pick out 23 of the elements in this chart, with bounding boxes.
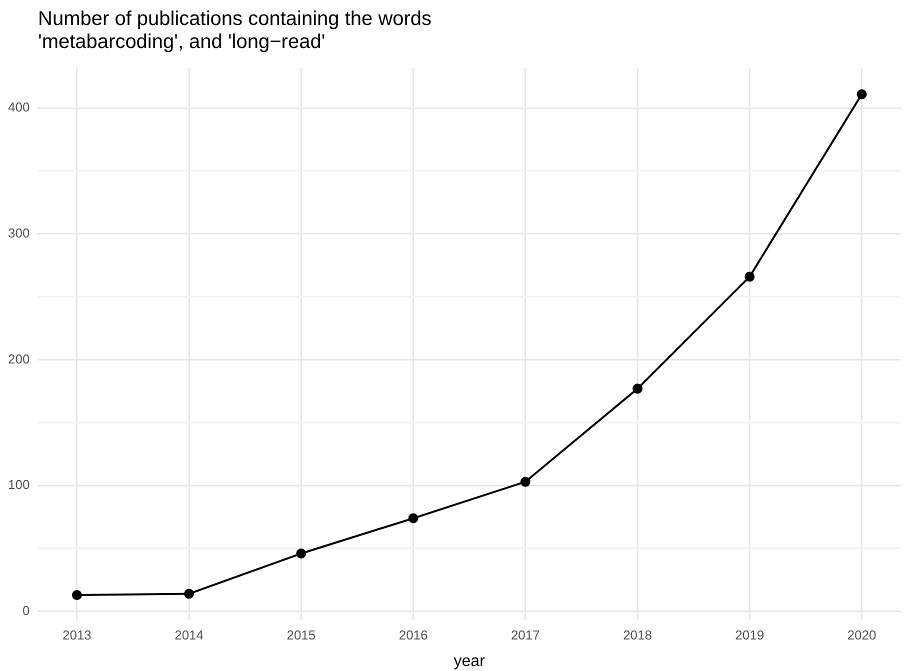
point	[408, 513, 418, 524]
y-tick-label: 400	[8, 100, 30, 115]
x-tick-label: 2015	[286, 628, 316, 643]
x-tick-label: 2014	[174, 628, 204, 643]
point	[184, 588, 194, 599]
point	[72, 590, 82, 600]
point	[632, 384, 643, 394]
y-tick-label: 200	[8, 351, 30, 366]
x-tick-label: 2016	[398, 628, 428, 643]
x-tick-label: 2020	[847, 628, 876, 643]
point	[856, 89, 867, 100]
x-tick-label: 2017	[510, 628, 540, 643]
chart-title: Number of publications containing the words 'metabarcoding', and 'long−read'	[38, 8, 432, 54]
y-tick-label: 100	[8, 477, 30, 492]
point	[744, 272, 755, 282]
x-tick-label: 2018	[623, 628, 652, 643]
point	[296, 548, 306, 559]
x-tick-label: 2013	[62, 628, 92, 643]
x-axis-title: year	[454, 652, 486, 670]
y-tick-label: 0	[22, 602, 30, 618]
point	[520, 476, 530, 487]
y-tick-label: 300	[8, 225, 30, 240]
x-tick-label: 2019	[735, 628, 764, 643]
